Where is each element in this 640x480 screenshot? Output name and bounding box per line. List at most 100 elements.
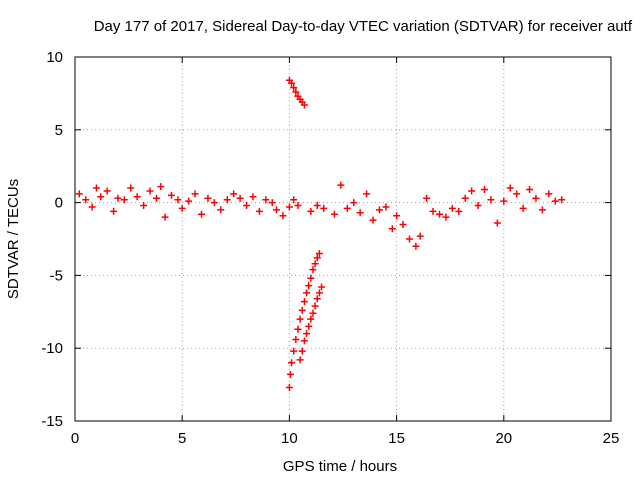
series-upper-arc bbox=[285, 76, 308, 109]
data-point bbox=[461, 194, 469, 202]
data-point bbox=[204, 194, 212, 202]
data-point bbox=[294, 202, 302, 210]
data-point bbox=[393, 212, 401, 220]
data-point bbox=[152, 194, 160, 202]
data-point bbox=[313, 202, 321, 210]
data-point bbox=[110, 207, 118, 215]
data-point bbox=[435, 210, 443, 218]
data-point bbox=[307, 274, 315, 282]
data-point bbox=[532, 194, 540, 202]
y-axis-label: SDTVAR / TECUs bbox=[5, 179, 22, 299]
data-point bbox=[513, 190, 521, 198]
data-points bbox=[75, 76, 566, 392]
data-point bbox=[375, 206, 383, 214]
data-point bbox=[337, 181, 345, 189]
data-point bbox=[487, 196, 495, 204]
data-point bbox=[350, 199, 358, 207]
y-tick-label: 5 bbox=[55, 122, 63, 139]
data-point bbox=[526, 185, 534, 193]
data-point bbox=[140, 202, 148, 210]
data-point bbox=[320, 204, 328, 212]
data-point bbox=[82, 196, 90, 204]
data-point bbox=[330, 210, 338, 218]
y-tick-label: -10 bbox=[41, 340, 63, 357]
series-lower-arc-2 bbox=[296, 283, 326, 364]
data-point bbox=[285, 203, 293, 211]
data-point bbox=[185, 197, 193, 205]
data-point bbox=[120, 196, 128, 204]
data-point bbox=[167, 191, 175, 199]
data-point bbox=[405, 235, 413, 243]
data-point bbox=[429, 207, 437, 215]
data-point bbox=[307, 207, 315, 215]
data-point bbox=[230, 190, 238, 198]
data-point bbox=[388, 225, 396, 233]
data-point bbox=[416, 232, 424, 240]
data-point bbox=[273, 206, 281, 214]
x-tick-label: 15 bbox=[388, 430, 405, 447]
data-point bbox=[412, 242, 420, 250]
data-point bbox=[290, 347, 298, 355]
x-tick-label: 10 bbox=[281, 430, 298, 447]
data-point bbox=[114, 194, 122, 202]
data-point bbox=[285, 384, 293, 392]
x-axis-label: GPS time / hours bbox=[283, 458, 397, 475]
data-point bbox=[423, 194, 431, 202]
data-point bbox=[255, 207, 263, 215]
data-point bbox=[363, 190, 371, 198]
data-point bbox=[448, 204, 456, 212]
data-point bbox=[382, 203, 390, 211]
data-point bbox=[268, 199, 276, 207]
data-point bbox=[178, 204, 186, 212]
data-point bbox=[223, 196, 231, 204]
data-point bbox=[318, 283, 326, 291]
x-tick-label: 0 bbox=[71, 430, 79, 447]
data-point bbox=[300, 101, 308, 109]
data-point bbox=[315, 250, 323, 258]
data-point bbox=[296, 356, 304, 364]
data-point bbox=[146, 187, 154, 195]
y-tick-label: 10 bbox=[46, 49, 63, 66]
data-point bbox=[298, 306, 306, 314]
data-point bbox=[294, 325, 302, 333]
data-point bbox=[442, 213, 450, 221]
data-point bbox=[307, 315, 315, 323]
data-point bbox=[174, 196, 182, 204]
data-point bbox=[506, 184, 514, 192]
series-main-band bbox=[75, 181, 566, 250]
data-point bbox=[300, 298, 308, 306]
data-point bbox=[243, 202, 251, 210]
data-point bbox=[236, 194, 244, 202]
y-tick-label: -15 bbox=[41, 413, 63, 430]
data-point bbox=[290, 84, 298, 92]
data-point bbox=[369, 216, 377, 224]
data-point bbox=[313, 254, 321, 262]
plot-frame bbox=[74, 56, 612, 422]
data-point bbox=[305, 322, 313, 330]
data-point bbox=[290, 196, 298, 204]
data-point bbox=[217, 206, 225, 214]
data-point bbox=[303, 330, 311, 338]
data-point bbox=[298, 347, 306, 355]
data-point bbox=[551, 197, 559, 205]
data-point bbox=[519, 204, 527, 212]
series-lower-arc-1 bbox=[285, 250, 323, 392]
chart-title: Day 177 of 2017, Sidereal Day-to-day VTE… bbox=[94, 18, 633, 35]
data-point bbox=[300, 337, 308, 345]
data-point bbox=[311, 260, 319, 268]
data-point bbox=[157, 183, 165, 191]
data-point bbox=[197, 210, 205, 218]
data-point bbox=[468, 187, 476, 195]
grid-lines bbox=[75, 57, 611, 421]
data-point bbox=[474, 202, 482, 210]
data-point bbox=[103, 187, 111, 195]
data-point bbox=[292, 335, 300, 343]
data-point bbox=[305, 282, 313, 290]
data-point bbox=[303, 289, 311, 297]
data-point bbox=[313, 295, 321, 303]
data-point bbox=[356, 209, 364, 217]
data-point bbox=[133, 193, 141, 201]
y-tick-label: -5 bbox=[50, 267, 63, 284]
x-tick-label: 25 bbox=[603, 430, 620, 447]
data-point bbox=[311, 302, 319, 310]
